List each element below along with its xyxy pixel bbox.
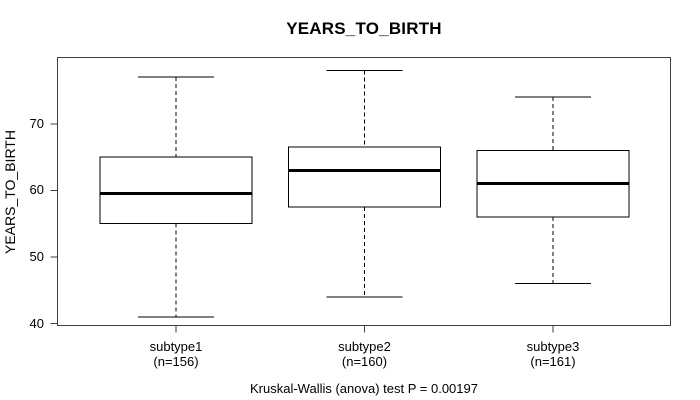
x-group-label-subtype2: subtype2 (n=160) bbox=[289, 339, 441, 369]
x-group-label-subtype3: subtype3 (n=161) bbox=[477, 339, 629, 369]
group-name: subtype3 bbox=[526, 339, 580, 354]
iqr-box-subtype1 bbox=[99, 156, 253, 225]
group-name: subtype1 bbox=[149, 339, 203, 354]
group-name: subtype2 bbox=[338, 339, 391, 354]
y-tick-label-70: 70 bbox=[29, 115, 44, 131]
group-count: (n=156) bbox=[153, 354, 199, 369]
x-group-label-subtype1: subtype1 (n=156) bbox=[100, 339, 252, 369]
y-tick-label-50: 50 bbox=[29, 248, 44, 264]
y-tick-label-60: 60 bbox=[29, 182, 44, 198]
group-count: (n=161) bbox=[530, 354, 576, 369]
chart-title: YEARS_TO_BIRTH bbox=[286, 19, 442, 38]
stats-caption: Kruskal-Wallis (anova) test P = 0.00197 bbox=[250, 381, 478, 396]
group-count: (n=160) bbox=[341, 354, 388, 369]
y-tick-label-40: 40 bbox=[29, 315, 44, 331]
iqr-box-subtype2 bbox=[288, 146, 441, 208]
